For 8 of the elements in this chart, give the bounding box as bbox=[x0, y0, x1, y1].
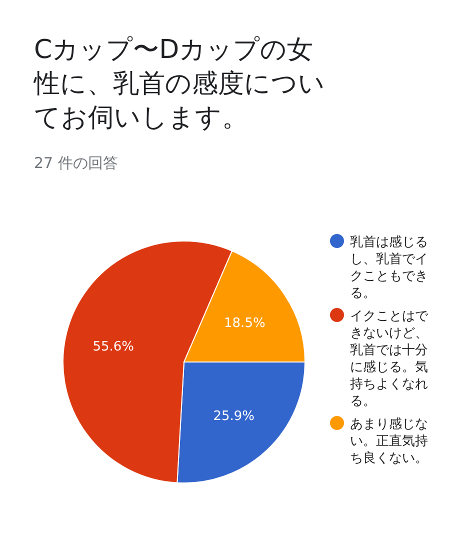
legend-label: イクことはできないけど、乳首では十分に感じる。気持ちよくなれる。 bbox=[350, 309, 429, 409]
chart-subtitle: 27 件の回答 bbox=[34, 154, 118, 172]
data-label: 18.5% bbox=[224, 316, 266, 332]
chart-title: Cカップ〜Dカップの女性に、乳首の感度についてお伺いします。 bbox=[33, 35, 325, 133]
legend-label: あまり感じない。正直気持ち良くない。 bbox=[350, 417, 428, 466]
legend-label: 乳首は感じるし、乳首でイクこともできる。 bbox=[350, 235, 428, 301]
data-label: 25.9% bbox=[213, 408, 255, 424]
data-label: 55.6% bbox=[92, 339, 134, 354]
